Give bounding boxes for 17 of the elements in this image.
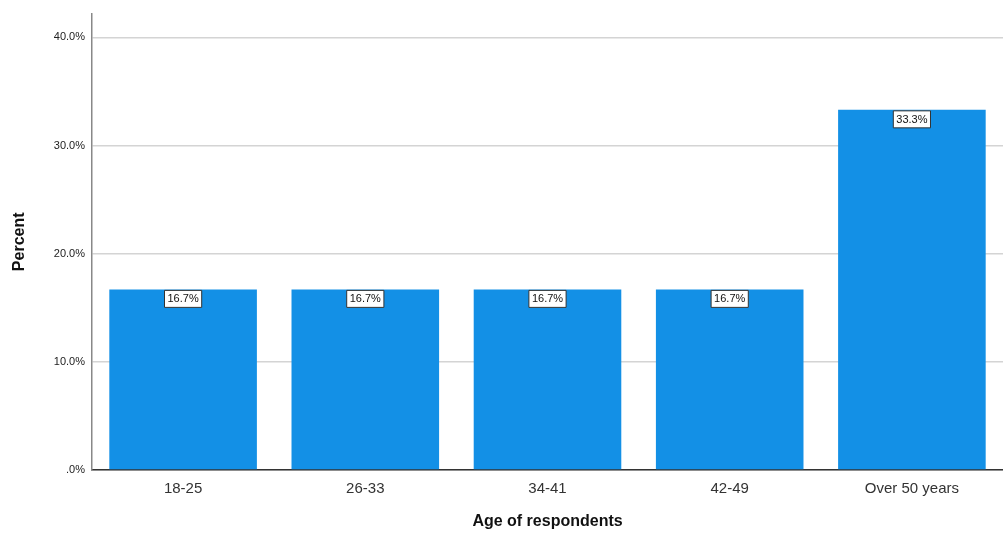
y-axis-title: Percent xyxy=(10,211,28,272)
x-tick-label: 42-49 xyxy=(710,479,749,497)
x-tick-label: 34-41 xyxy=(528,479,567,497)
y-tick-label: 30.0% xyxy=(53,138,86,151)
data-label: 16.7% xyxy=(349,292,382,305)
data-label: 33.3% xyxy=(896,112,928,125)
x-tick-label: 26-33 xyxy=(346,479,385,497)
y-tick-label: .0% xyxy=(66,463,86,476)
y-tick-label: 40.0% xyxy=(53,30,86,43)
data-label: 16.7% xyxy=(714,292,746,305)
y-tick-label: 20.0% xyxy=(53,246,86,259)
x-axis-title: Age of respondents xyxy=(472,511,623,529)
data-label: 16.7% xyxy=(167,292,199,305)
data-label: 16.7% xyxy=(531,292,564,305)
x-tick-label: 18-25 xyxy=(163,479,203,497)
y-tick-label: 10.0% xyxy=(53,354,86,367)
x-tick-label: Over 50 years xyxy=(864,479,960,497)
